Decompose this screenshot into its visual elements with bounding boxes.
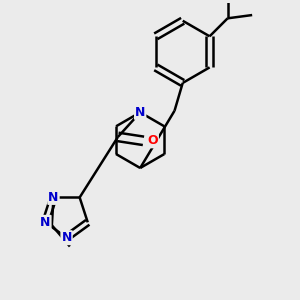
Text: O: O bbox=[147, 134, 158, 147]
Text: N: N bbox=[135, 106, 146, 119]
Text: N: N bbox=[40, 216, 51, 229]
Text: N: N bbox=[48, 191, 59, 204]
Text: N: N bbox=[61, 231, 72, 244]
